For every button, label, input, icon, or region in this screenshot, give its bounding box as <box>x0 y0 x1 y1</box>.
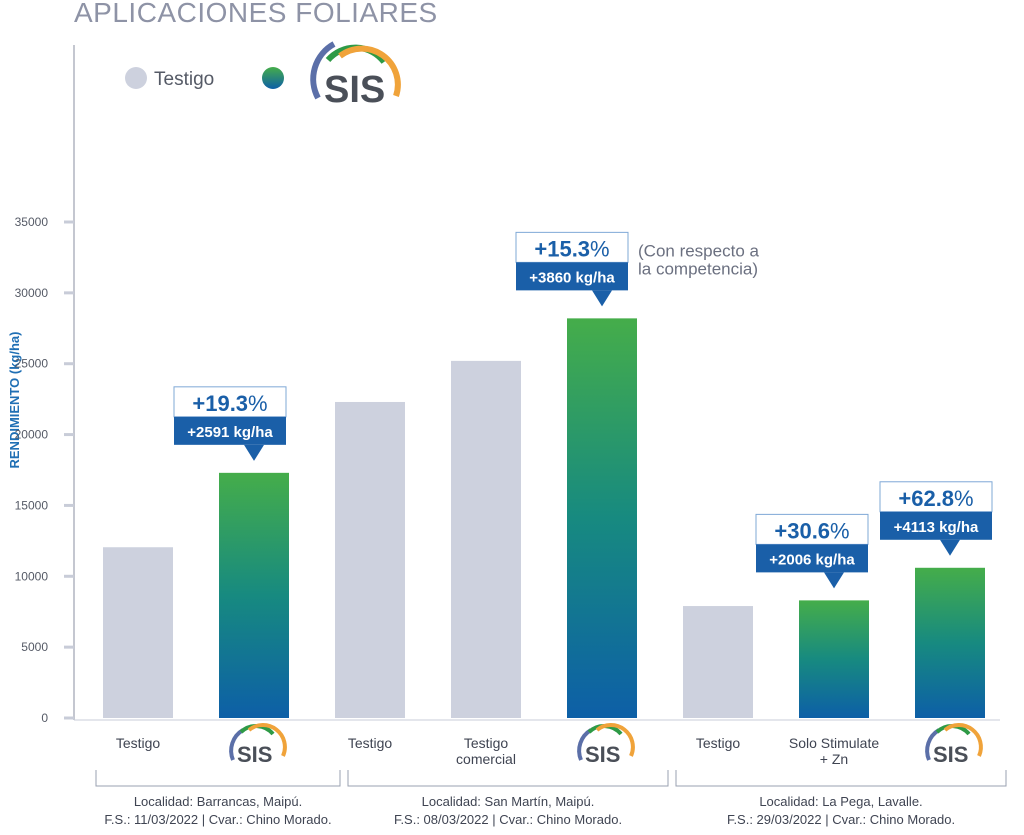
callout-percent: +15.3% <box>534 236 609 261</box>
legend-label-sis: SIS <box>324 69 385 111</box>
callout-percent: +62.8% <box>898 486 973 511</box>
annotations: +19.3% +2591 kg/ha +15.3% +3860 kg/ha (Con r… <box>173 231 993 589</box>
callout-box-top <box>755 513 869 545</box>
y-tick-label: 5000 <box>21 640 48 654</box>
bar-7 <box>799 600 869 718</box>
category-label: SIS <box>237 742 272 767</box>
y-tick-label: 35000 <box>15 215 49 229</box>
callout-pointer <box>592 290 612 307</box>
callout-percent-sign: % <box>248 391 268 416</box>
y-tick-label: 25000 <box>15 357 49 371</box>
category-label: SIS <box>585 742 620 767</box>
callout-box-bottom <box>756 544 868 573</box>
logo-arc-blue <box>925 728 941 761</box>
callout-percent: +30.6% <box>774 518 849 543</box>
group-brackets: Localidad: Barrancas, Maipú. F.S.: 11/03/… <box>95 770 1007 827</box>
logo-arc-orange <box>943 723 983 757</box>
y-tick-label: 15000 <box>15 498 49 512</box>
callout-note: (Con respecto a <box>638 241 759 260</box>
logo-arc-blue <box>229 728 245 761</box>
callout-percent-sign: % <box>954 486 974 511</box>
y-ticks: 0 5000 10000 15000 20000 25000 30000 35000 <box>15 215 74 725</box>
legend-label-testigo: Testigo <box>154 69 214 90</box>
callout-percent-value: +62.8 <box>898 486 954 511</box>
callout-box-top <box>515 231 629 263</box>
callout-percent-value: +19.3 <box>192 391 248 416</box>
category-sis-logo: SIS <box>229 723 287 767</box>
callout-percent-sign: % <box>830 518 850 543</box>
y-tick-label: 0 <box>41 711 48 725</box>
callout-percent-value: +15.3 <box>534 236 590 261</box>
logo-arc-blue <box>577 728 593 761</box>
bar-8 <box>915 567 985 718</box>
callout-kg: +4113 kg/ha <box>894 519 979 536</box>
group-bracket <box>347 770 669 787</box>
callout-box-bottom <box>880 511 992 540</box>
logo-arc-orange <box>595 723 635 757</box>
category-label: Solo Stimulate <box>789 735 879 751</box>
callout-percent-value: +30.6 <box>774 518 830 543</box>
bar-3 <box>335 401 405 718</box>
group-details: F.S.: 11/03/2022 | Cvar.: Chino Morado. <box>104 812 331 827</box>
callout-kg: +2591 kg/ha <box>187 424 273 441</box>
category-sis-logo: SIS <box>925 723 983 767</box>
category-label: Testigo <box>116 735 161 751</box>
bars <box>103 318 985 718</box>
callout-pointer <box>940 539 960 556</box>
legend-swatch-sis <box>262 67 284 89</box>
legend-sis-logo: SIS <box>310 41 401 111</box>
group-location: Localidad: La Pega, Lavalle. <box>759 794 922 809</box>
callout-box-top <box>173 386 287 418</box>
category-label: Testigo <box>348 735 393 751</box>
callout-box-top <box>879 481 993 513</box>
y-axis-label: RENDIMIENTO (kg/ha) <box>7 332 22 469</box>
group-details: F.S.: 08/03/2022 | Cvar.: Chino Morado. <box>394 812 622 827</box>
callout-pointer <box>824 572 844 589</box>
group-location: Localidad: San Martín, Maipú. <box>422 794 595 809</box>
callout-box-bottom <box>174 416 286 445</box>
callout-pointer <box>244 444 264 461</box>
category-label: SIS <box>933 742 968 767</box>
category-label: Testigo <box>464 735 509 751</box>
category-sis-logo: SIS <box>577 723 635 767</box>
callout-percent: +19.3% <box>192 391 267 416</box>
callout-percent-sign: % <box>590 236 610 261</box>
bar-2 <box>219 472 289 718</box>
callout-box-bottom <box>516 262 628 291</box>
bar-4 <box>451 360 521 718</box>
chart-title: APLICACIONES FOLIARES <box>74 0 438 28</box>
bar-5 <box>567 318 637 718</box>
callout-kg: +2006 kg/ha <box>769 551 855 568</box>
group-bracket <box>95 770 341 787</box>
category-label: Testigo <box>696 735 741 751</box>
group-details: F.S.: 29/03/2022 | Cvar.: Chino Morado. <box>727 812 955 827</box>
category-label: comercial <box>456 751 516 767</box>
y-tick-label: 20000 <box>15 428 49 442</box>
logo-arc-orange <box>247 723 287 757</box>
bar-6 <box>683 606 753 718</box>
group-bracket <box>675 770 1007 787</box>
legend: Testigo SIS <box>125 41 401 111</box>
category-label: + Zn <box>820 751 848 767</box>
callout-note: la competencia) <box>638 259 758 278</box>
callout-kg: +3860 kg/ha <box>529 269 615 286</box>
y-tick-label: 30000 <box>15 286 49 300</box>
legend-swatch-testigo <box>125 67 147 89</box>
bar-1 <box>103 547 173 718</box>
group-location: Localidad: Barrancas, Maipú. <box>134 794 302 809</box>
y-tick-label: 10000 <box>15 569 49 583</box>
